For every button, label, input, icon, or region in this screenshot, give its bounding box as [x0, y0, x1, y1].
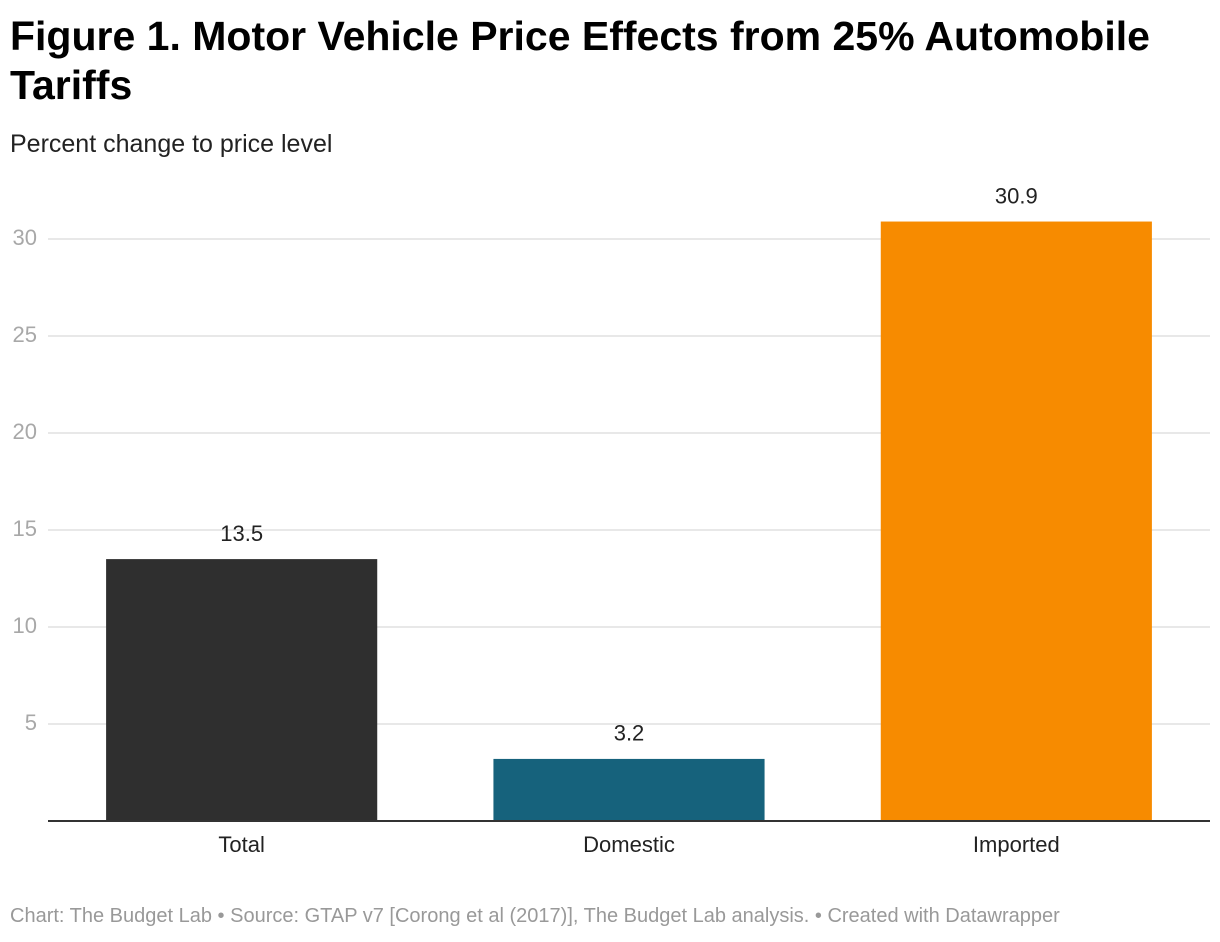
x-tick-label: Domestic — [583, 832, 675, 857]
bar — [493, 758, 765, 821]
value-label: 13.5 — [220, 521, 263, 546]
bar — [106, 559, 378, 821]
x-tick-label: Total — [218, 832, 264, 857]
value-label: 30.9 — [995, 183, 1038, 208]
bar — [880, 221, 1152, 822]
y-tick-label: 25 — [13, 322, 37, 347]
chart-subtitle: Percent change to price level — [10, 130, 333, 158]
source-note: Chart: The Budget Lab • Source: GTAP v7 … — [10, 905, 1060, 927]
x-tick-label: Imported — [973, 832, 1060, 857]
y-tick-label: 5 — [25, 710, 37, 735]
y-tick-label: 30 — [13, 225, 37, 250]
y-tick-label: 10 — [13, 613, 37, 638]
chart-title: Figure 1. Motor Vehicle Price Effects fr… — [10, 13, 1150, 108]
value-label: 3.2 — [614, 721, 645, 746]
y-tick-label: 20 — [13, 419, 37, 444]
y-tick-label: 15 — [13, 516, 37, 541]
